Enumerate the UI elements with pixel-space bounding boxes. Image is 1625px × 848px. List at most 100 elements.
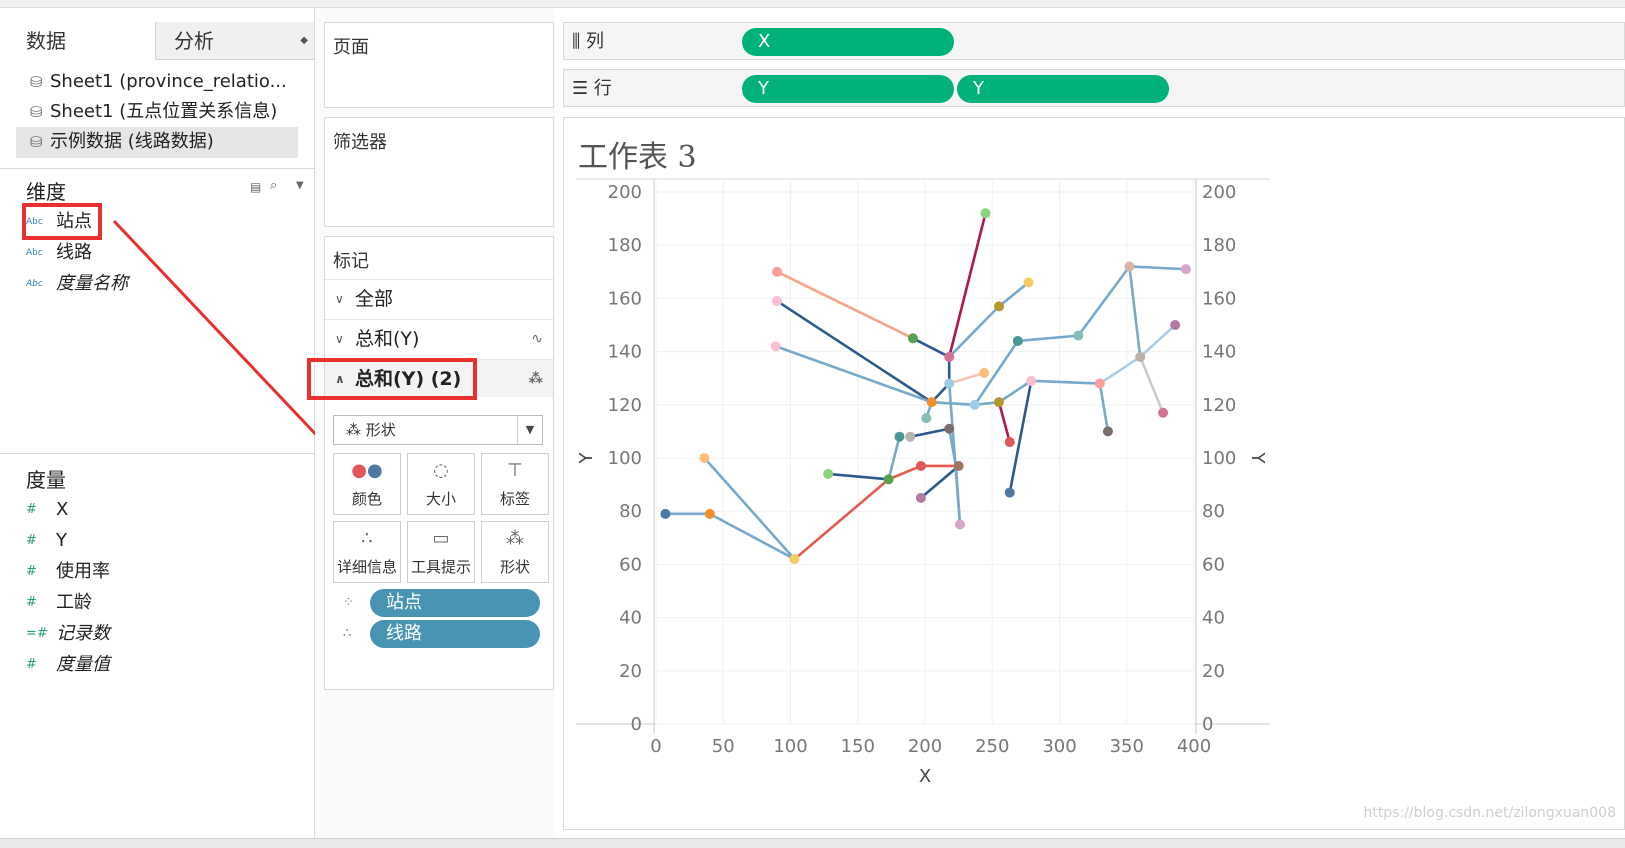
y-axis-title: Y <box>576 452 597 465</box>
station-point <box>1004 487 1015 498</box>
route-line <box>947 383 962 525</box>
tab-data[interactable]: 数据 <box>0 22 156 60</box>
mark-type-select[interactable]: ⁂ 形状 ▼ <box>333 415 543 445</box>
station-point <box>944 351 955 362</box>
field-label: 度量值 <box>56 654 110 675</box>
selected-source-highlight <box>16 127 298 158</box>
station-point <box>915 492 926 503</box>
station-point <box>969 399 980 410</box>
mark-type-value: 形状 <box>365 421 396 439</box>
tab-analysis[interactable]: 分析 ◆ <box>156 22 314 60</box>
x-axis-title: X <box>919 766 931 787</box>
measure-field-seniority[interactable]: # 工龄 <box>26 588 92 618</box>
color-button-label: 颜色 <box>351 490 382 508</box>
x-tick-label: 300 <box>1042 736 1076 757</box>
data-source-label: Sheet1 (province_relatio... <box>50 71 287 92</box>
data-source-item[interactable]: ⛁ Sheet1 (五点位置关系信息) <box>30 97 277 127</box>
station-point <box>772 296 783 307</box>
data-source-item-selected[interactable]: ⛁ 示例数据 (线路数据) <box>30 127 214 157</box>
tooltip-button[interactable]: ▭ 工具提示 <box>407 521 475 583</box>
y-tick-label: 60 <box>619 554 642 575</box>
chevron-down-icon[interactable]: ◆ <box>300 35 308 46</box>
station-point <box>823 468 834 479</box>
worksheet-title: 工作表 3 <box>578 140 697 175</box>
x-tick-label: 100 <box>773 736 807 757</box>
station-point <box>953 460 964 471</box>
string-type-icon: Abc <box>26 248 43 258</box>
color-button[interactable]: ●● 颜色 <box>333 453 401 515</box>
rows-shelf[interactable]: ☰ 行 Y Y <box>563 69 1625 107</box>
field-label: 记录数 <box>56 623 110 644</box>
dimension-field-measure-names[interactable]: Abc 度量名称 <box>26 269 128 299</box>
measure-field-record-count[interactable]: =# 记录数 <box>26 619 110 649</box>
shape-button-label: 形状 <box>499 558 530 576</box>
y-tick-label: 120 <box>608 395 642 416</box>
measure-field-y[interactable]: # Y <box>26 526 67 556</box>
label-button[interactable]: ⊤ 标签 <box>481 453 549 515</box>
number-type-icon: =# <box>26 626 48 641</box>
highlight-box-sum-y-2 <box>307 358 477 400</box>
dimension-field-route[interactable]: Abc 线路 <box>26 238 92 268</box>
x-tick-label: 400 <box>1177 736 1211 757</box>
marks-row-sum-y-2[interactable]: ∧ 总和(Y) (2) ⁂ <box>325 359 553 397</box>
number-type-icon: # <box>26 502 37 517</box>
station-point <box>1023 277 1034 288</box>
columns-shelf-label: ⫼ 列 <box>572 23 604 61</box>
sheet-tabs-bar <box>0 838 1625 848</box>
data-source-item[interactable]: ⛁ Sheet1 (province_relatio... <box>30 67 287 97</box>
list-view-icon[interactable]: ▤ <box>250 180 262 194</box>
route-line <box>912 337 951 404</box>
y2-tick-label: 120 <box>1202 395 1236 416</box>
search-icon[interactable]: ⌕ <box>270 178 278 193</box>
rows-icon: ☰ <box>572 78 594 99</box>
divider <box>0 453 315 454</box>
marks-row-all[interactable]: ∨ 全部 <box>325 279 553 317</box>
dimension-field-station[interactable]: Abc 站点 <box>26 207 92 237</box>
number-type-icon: # <box>26 564 37 579</box>
x-tick-label: 250 <box>975 736 1009 757</box>
station-point <box>1135 351 1146 362</box>
detail-icon: ∴ <box>361 528 373 549</box>
station-point <box>944 423 955 434</box>
x-column-pill[interactable]: X <box>742 28 954 56</box>
measure-field-measure-values[interactable]: # 度量值 <box>26 650 110 680</box>
detail-button[interactable]: ∴ 详细信息 <box>333 521 401 583</box>
chevron-down-icon[interactable]: ▼ <box>296 180 304 191</box>
y-tick-label: 180 <box>608 235 642 256</box>
detail-encoding-icon: ∴ <box>343 626 352 641</box>
pages-card[interactable]: 页面 <box>324 22 554 108</box>
y2-axis-title: Y <box>1247 452 1268 465</box>
y2-tick-label: 160 <box>1202 288 1236 309</box>
measure-field-x[interactable]: # X <box>26 495 68 525</box>
color-icon: ●● <box>351 460 383 481</box>
route-line <box>703 457 796 560</box>
tooltip-icon: ▭ <box>432 528 450 549</box>
station-color-pill[interactable]: 站点 <box>370 589 540 617</box>
station-point <box>1170 320 1181 330</box>
field-label: Y <box>56 530 67 551</box>
measure-field-usage[interactable]: # 使用率 <box>26 557 110 587</box>
y-tick-label: 20 <box>619 661 642 682</box>
y2-tick-label: 60 <box>1202 554 1225 575</box>
y-row-pill-2[interactable]: Y <box>957 75 1169 103</box>
station-point <box>915 460 926 471</box>
station-point <box>993 301 1004 312</box>
database-linked-icon: ⛁ <box>30 133 43 151</box>
y-tick-label: 100 <box>608 448 642 469</box>
x-tick-label: 0 <box>650 736 661 757</box>
columns-shelf[interactable]: ⫼ 列 X <box>563 22 1625 60</box>
x-tick-label: 200 <box>908 736 942 757</box>
size-button[interactable]: ◌ 大小 <box>407 453 475 515</box>
detail-button-label: 详细信息 <box>336 558 397 576</box>
route-detail-pill[interactable]: 线路 <box>370 620 540 648</box>
station-point <box>954 519 965 530</box>
marks-row-sum-y[interactable]: ∨ 总和(Y) ∿ <box>325 319 553 357</box>
filters-card[interactable]: 筛选器 <box>324 117 554 227</box>
y2-tick-label: 40 <box>1202 608 1225 629</box>
shape-button[interactable]: ⁂ 形状 <box>481 521 549 583</box>
y-row-pill[interactable]: Y <box>742 75 954 103</box>
station-point <box>1158 407 1169 418</box>
station-point <box>894 431 905 442</box>
number-type-icon: # <box>26 657 37 672</box>
